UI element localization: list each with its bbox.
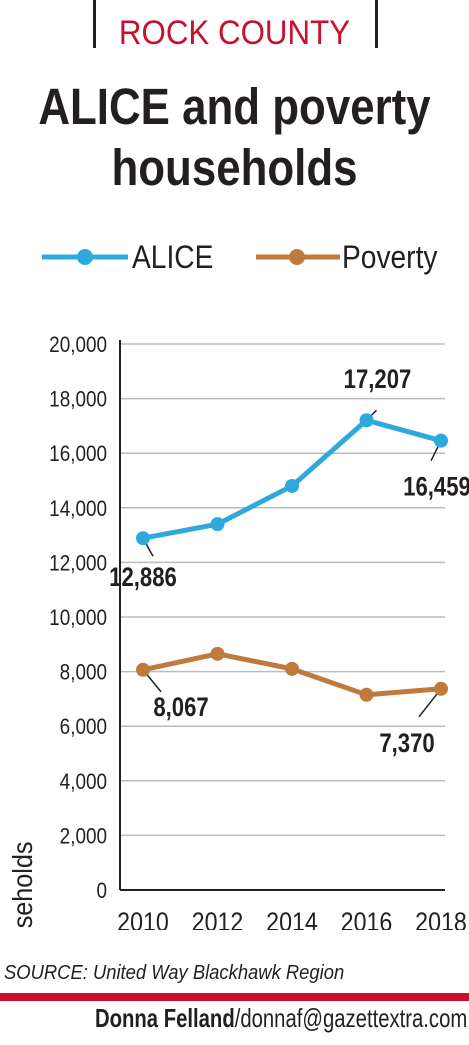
- x-tick-labels: 2010 2012 2014 2016 2018: [117, 907, 467, 930]
- data-label-alice: 16,459: [403, 473, 469, 503]
- x-tick-label: 2010: [117, 907, 169, 930]
- kicker-rule-left: [93, 0, 96, 48]
- y-tick-label: 8,000: [60, 660, 107, 685]
- line-chart: 02,0004,0006,0008,00010,00012,00014,0001…: [7, 333, 469, 930]
- series-lines: [140, 417, 444, 698]
- data-point-alice: [434, 433, 448, 448]
- legend-swatch-poverty: [256, 249, 340, 265]
- data-point-alice: [210, 517, 225, 532]
- series-points: [136, 413, 448, 702]
- legend-item-alice: ALICE: [40, 239, 214, 275]
- legend-dot-alice: [77, 249, 93, 265]
- data-labels: 12,886 17,207 16,459 8,067 7,370: [109, 365, 469, 758]
- x-tick-label: 2016: [341, 907, 393, 930]
- y-tick-label: 4,000: [60, 769, 107, 794]
- credit-name: Donna Felland: [94, 1003, 235, 1033]
- chart-title: ALICE and poverty households: [33, 76, 436, 198]
- credit-line: Donna Felland/donnaf@gazettextra.com: [95, 1003, 467, 1034]
- footer-rule: [0, 993, 469, 1001]
- legend-label-poverty: Poverty: [342, 239, 438, 275]
- y-tick-label: 18,000: [49, 387, 107, 412]
- y-tick-label: 14,000: [49, 496, 107, 521]
- legend-dot-poverty: [289, 249, 305, 265]
- y-tick-label: 10,000: [49, 606, 107, 631]
- x-tick-label: 2012: [192, 907, 244, 930]
- data-point-poverty: [359, 687, 374, 702]
- data-point-poverty: [136, 662, 150, 677]
- y-tick-label: 20,000: [49, 333, 107, 358]
- section-kicker: ROCK COUNTY: [118, 14, 351, 52]
- axes: [119, 340, 445, 891]
- y-tick-label: 6,000: [60, 715, 107, 740]
- kicker-rule-right: [375, 0, 378, 48]
- y-tick-label: 16,000: [49, 442, 107, 467]
- y-tick-label: 0: [96, 879, 107, 904]
- data-point-poverty: [210, 646, 225, 661]
- data-point-alice: [285, 478, 299, 493]
- source-note: SOURCE: United Way Blackhawk Region: [4, 962, 345, 984]
- chart-title-line-2: households: [111, 139, 358, 196]
- y-tick-label: 2,000: [60, 824, 107, 849]
- data-point-alice: [136, 531, 150, 546]
- data-point-alice: [359, 413, 374, 428]
- credit-email: /donnaf@gazettextra.com: [234, 1003, 467, 1033]
- data-point-poverty: [285, 661, 299, 676]
- legend-item-poverty: Poverty: [254, 240, 444, 274]
- data-label-alice: 12,886: [109, 563, 177, 593]
- legend-swatch-alice: [42, 249, 128, 265]
- data-label-poverty: 7,370: [379, 729, 434, 759]
- data-label-alice: 17,207: [344, 365, 412, 395]
- y-axis-label: Households: [7, 841, 39, 930]
- chart-title-line-1: ALICE and poverty: [38, 78, 431, 135]
- legend-label-alice: ALICE: [132, 239, 214, 275]
- data-label-poverty: 8,067: [153, 693, 208, 723]
- x-tick-label: 2018: [415, 907, 467, 930]
- y-tick-label: 12,000: [49, 551, 107, 576]
- data-point-poverty: [434, 681, 448, 696]
- x-tick-label: 2014: [266, 907, 318, 930]
- gridlines: [120, 343, 445, 837]
- y-tick-labels: 0 2,000 4,000 6,000 8,000 10,000 12,000 14,000 1…: [49, 333, 107, 904]
